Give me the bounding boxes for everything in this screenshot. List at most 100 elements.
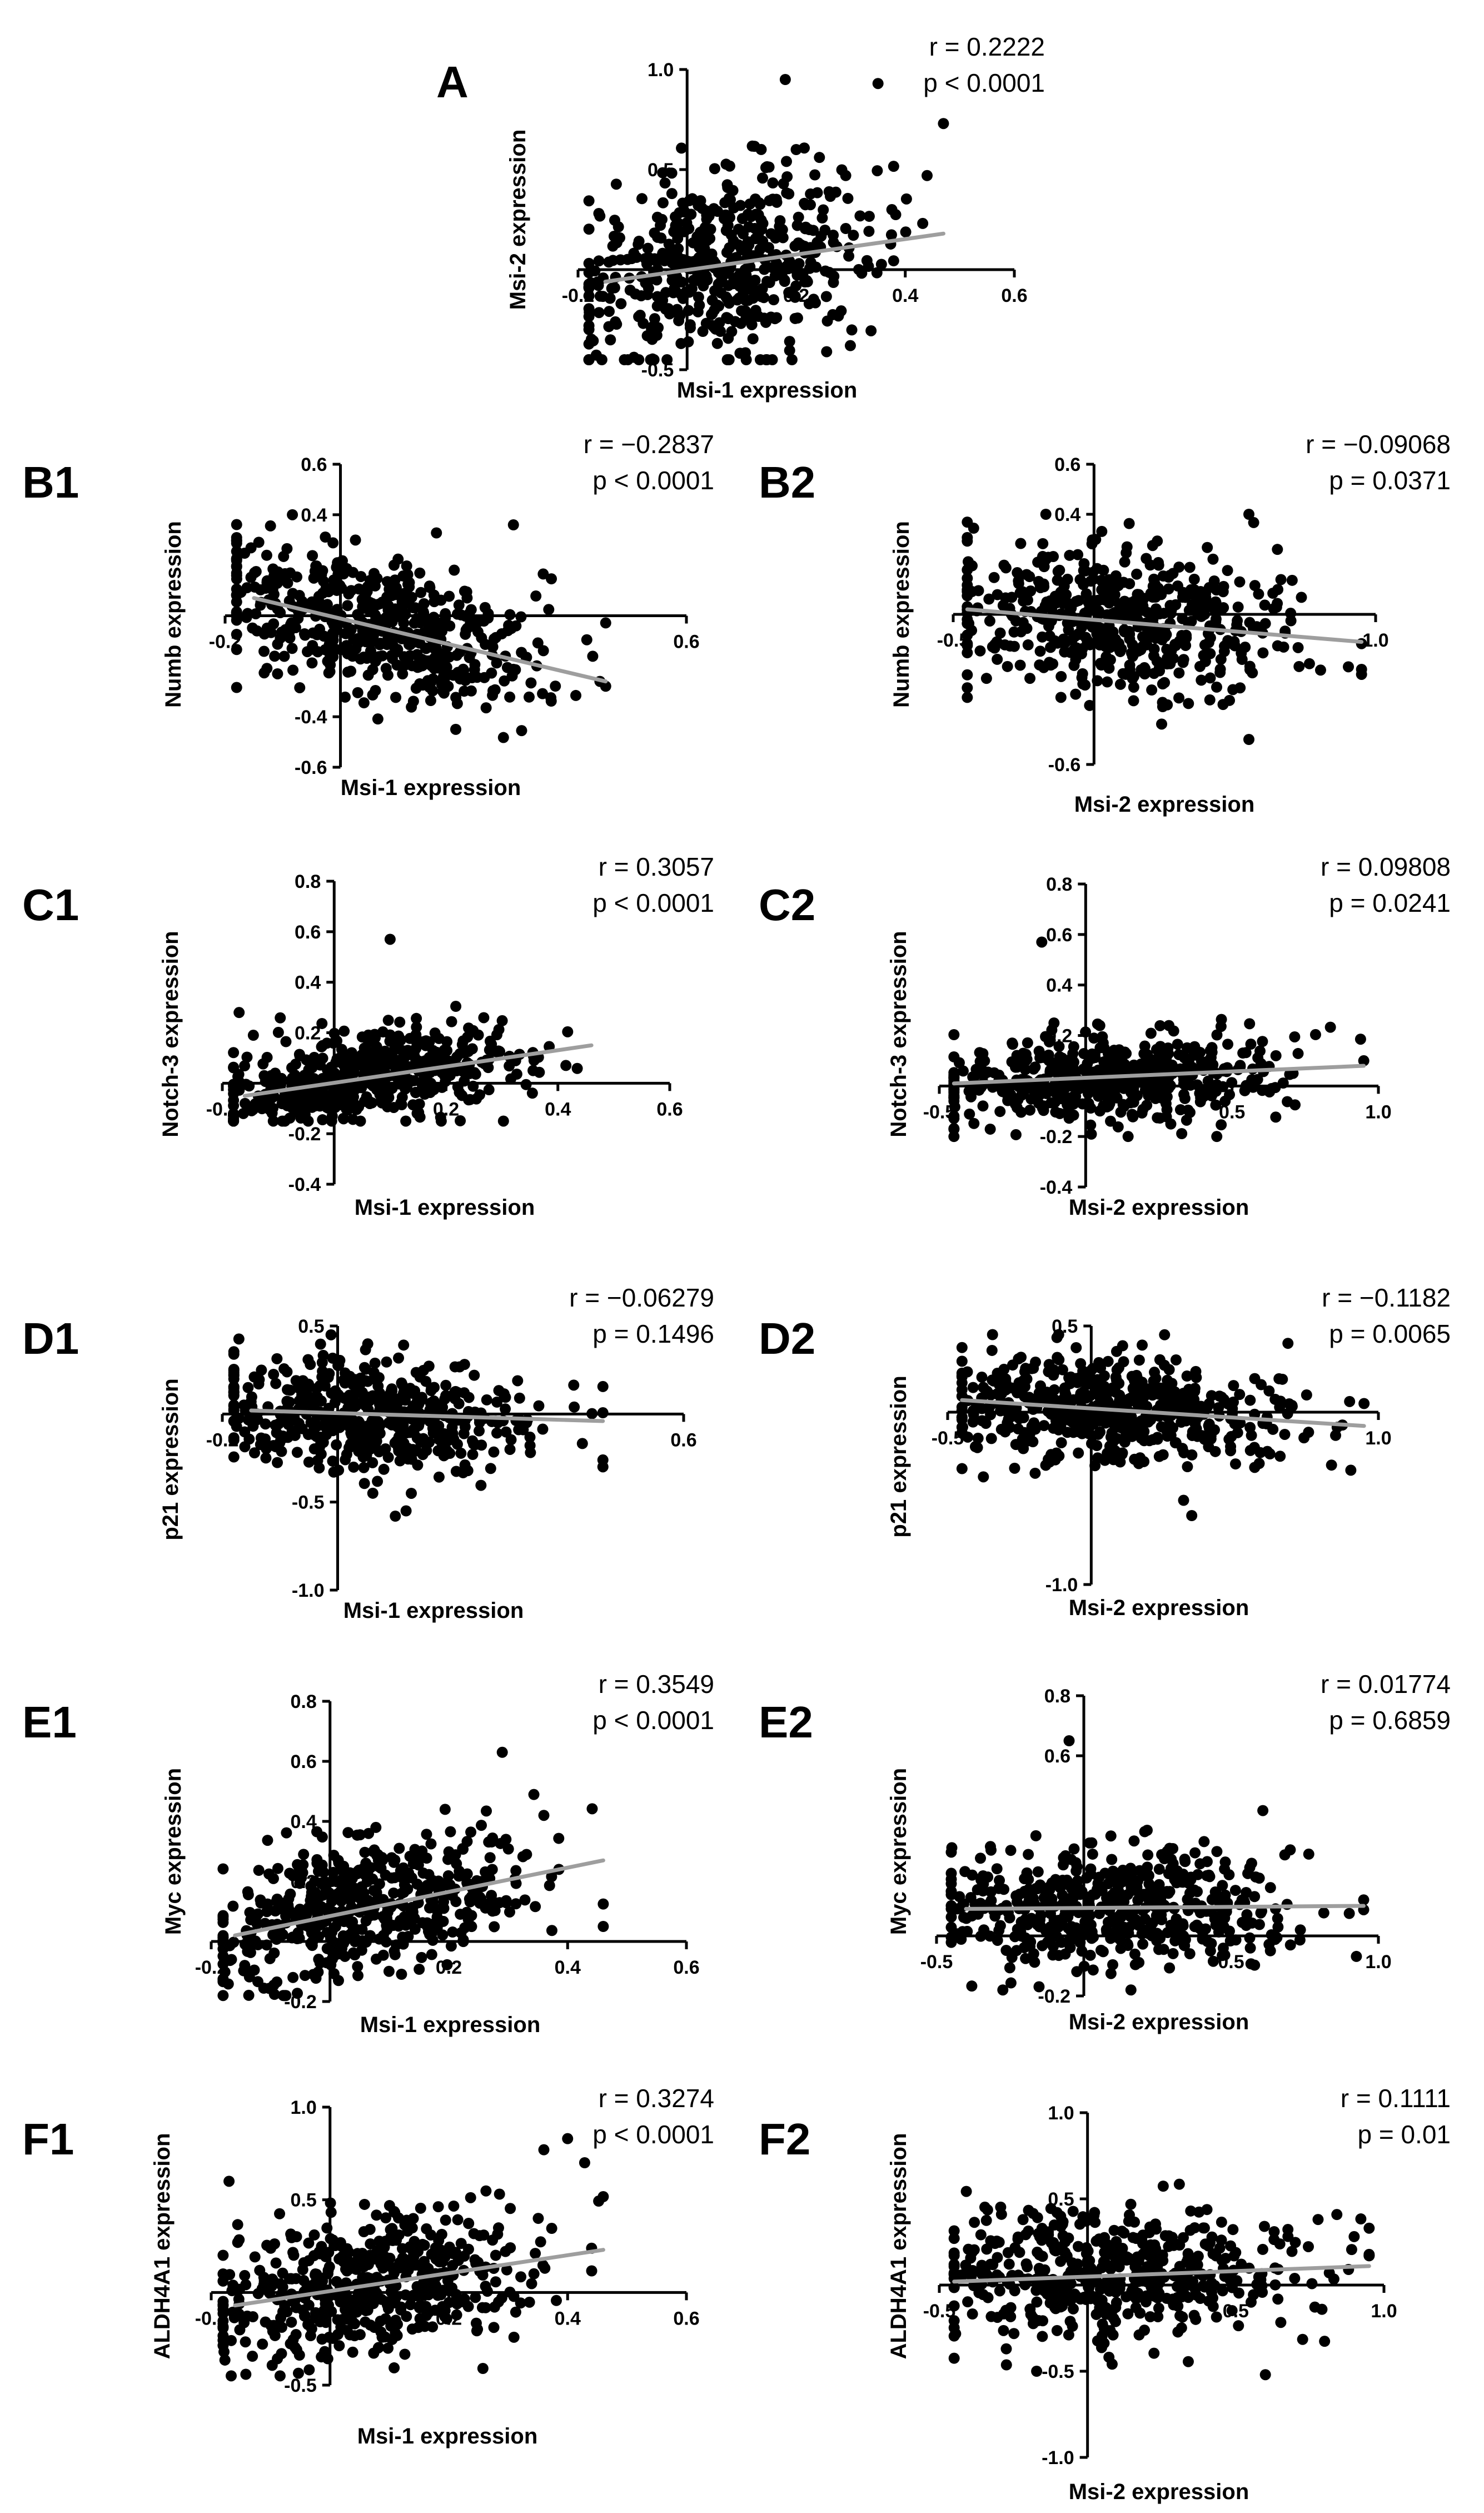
data-point xyxy=(612,221,624,233)
data-point xyxy=(323,586,335,598)
data-point xyxy=(291,1988,303,1999)
data-point xyxy=(1070,688,1082,700)
data-point xyxy=(1070,1342,1082,1353)
data-point xyxy=(1228,1396,1239,1408)
data-point xyxy=(735,200,746,211)
data-point xyxy=(275,1012,286,1024)
data-point xyxy=(1293,660,1305,672)
data-point xyxy=(583,281,595,292)
data-point xyxy=(276,1098,288,1110)
data-point xyxy=(1248,516,1259,528)
data-point xyxy=(380,663,392,674)
data-point xyxy=(1149,1367,1161,1378)
data-point xyxy=(1088,595,1099,607)
data-point xyxy=(1256,1379,1267,1390)
data-point xyxy=(465,1826,477,1838)
data-point xyxy=(507,663,519,675)
data-point xyxy=(1211,584,1222,596)
data-point xyxy=(421,1920,433,1932)
data-point xyxy=(217,1943,229,1955)
data-point xyxy=(1244,664,1256,676)
data-point xyxy=(444,1070,456,1081)
data-point xyxy=(761,276,773,287)
data-point xyxy=(463,1022,475,1034)
data-point xyxy=(1126,1109,1138,1120)
x-axis-label: Msi-1 expression xyxy=(343,1598,524,1623)
data-point xyxy=(271,1353,283,1364)
data-point xyxy=(382,1452,394,1463)
data-point xyxy=(227,1900,239,1912)
data-point xyxy=(1075,1358,1087,1369)
data-point xyxy=(1033,1981,1045,1993)
data-point xyxy=(993,1069,1005,1081)
data-point xyxy=(746,140,758,152)
data-point xyxy=(1239,642,1251,653)
data-point xyxy=(794,238,805,250)
data-point xyxy=(395,1035,406,1046)
data-point xyxy=(1091,1385,1103,1397)
data-point xyxy=(512,1375,524,1387)
data-point xyxy=(231,682,242,693)
data-point xyxy=(1010,1439,1022,1451)
data-point xyxy=(747,333,759,345)
data-point xyxy=(1046,1893,1058,1905)
data-point xyxy=(250,1912,261,1924)
data-point xyxy=(603,306,615,317)
regression-line xyxy=(242,1043,594,1098)
data-point xyxy=(978,1471,989,1483)
data-point xyxy=(994,1875,1005,1886)
data-point xyxy=(1051,1332,1063,1343)
data-point xyxy=(711,337,723,349)
data-point xyxy=(228,1434,240,1446)
data-point xyxy=(389,1949,401,1960)
data-point xyxy=(888,255,899,267)
data-point xyxy=(456,1039,468,1050)
y-tick-label: 0.8 xyxy=(1046,874,1072,895)
data-point xyxy=(440,1390,452,1402)
data-point xyxy=(1225,1441,1237,1452)
data-point xyxy=(1264,1945,1276,1956)
data-point xyxy=(1097,1037,1109,1049)
data-point xyxy=(1105,1830,1117,1842)
data-point xyxy=(651,256,663,267)
x-tick-label: 0.6 xyxy=(670,1429,696,1451)
data-point xyxy=(323,1368,335,1379)
data-point xyxy=(495,1837,506,1849)
data-point xyxy=(281,1827,292,1839)
data-point xyxy=(530,590,542,602)
data-point xyxy=(992,589,1003,600)
data-point xyxy=(1229,1885,1241,1896)
y-tick-label: 0.8 xyxy=(295,871,321,892)
data-point xyxy=(967,1869,978,1881)
data-point xyxy=(250,1412,262,1423)
data-point xyxy=(587,650,599,662)
data-point xyxy=(1217,1950,1228,1961)
data-point xyxy=(412,1459,424,1471)
y-tick-label: 0.5 xyxy=(290,2190,316,2211)
panel-label: E1 xyxy=(22,1697,77,1747)
data-point xyxy=(1047,1949,1059,1961)
data-point xyxy=(367,1390,379,1402)
data-point xyxy=(967,560,978,572)
data-point xyxy=(1071,1966,1083,1978)
data-point xyxy=(900,226,912,238)
data-point xyxy=(1008,1410,1020,1422)
data-point xyxy=(729,273,740,285)
data-point xyxy=(1078,1064,1089,1075)
data-point xyxy=(1147,540,1158,552)
data-point xyxy=(1168,1025,1179,1037)
data-point xyxy=(247,1030,259,1041)
data-point xyxy=(633,354,645,365)
data-point xyxy=(263,1093,275,1105)
y-tick-label: 0.4 xyxy=(1046,975,1072,996)
data-point xyxy=(1196,1056,1207,1067)
data-point xyxy=(1089,1049,1100,1060)
p-value: p < 0.0001 xyxy=(923,68,1045,97)
data-point xyxy=(1024,1940,1036,1952)
data-point xyxy=(217,1930,229,1941)
data-point xyxy=(252,1939,264,1950)
data-point xyxy=(1157,678,1168,690)
data-point xyxy=(836,164,848,176)
data-point xyxy=(228,1100,240,1111)
